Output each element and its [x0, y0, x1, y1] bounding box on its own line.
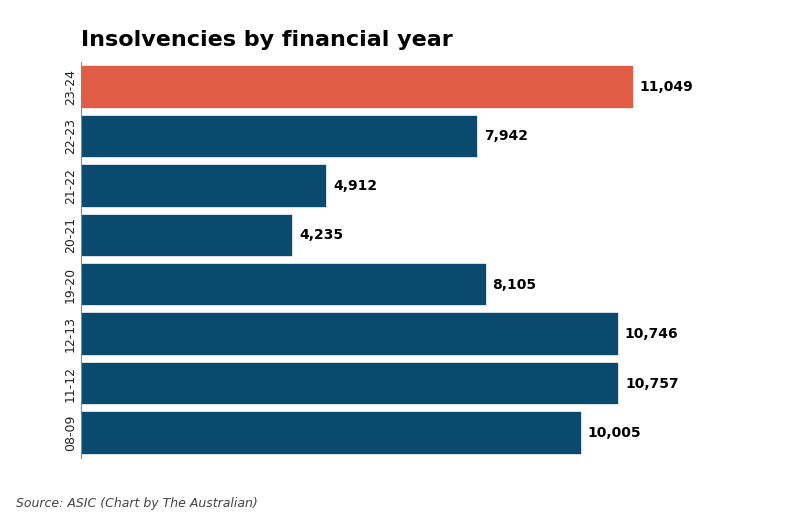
Text: 10,746: 10,746: [624, 327, 677, 341]
Bar: [81, 313, 618, 356]
Text: 7,942: 7,942: [484, 129, 528, 144]
Text: 4,912: 4,912: [333, 179, 376, 193]
Text: Insolvencies by financial year: Insolvencies by financial year: [81, 30, 453, 50]
Bar: [81, 164, 327, 207]
Bar: [81, 214, 293, 257]
Bar: [81, 263, 486, 306]
Text: 4,235: 4,235: [298, 228, 343, 242]
Text: 11,049: 11,049: [639, 80, 693, 94]
Bar: [81, 66, 633, 109]
Bar: [81, 411, 581, 454]
Text: 8,105: 8,105: [492, 278, 536, 292]
Text: 10,005: 10,005: [587, 426, 641, 440]
Text: 10,757: 10,757: [624, 376, 678, 391]
Bar: [81, 362, 619, 405]
Text: Source: ASIC (Chart by The Australian): Source: ASIC (Chart by The Australian): [16, 497, 258, 510]
Bar: [81, 115, 478, 158]
